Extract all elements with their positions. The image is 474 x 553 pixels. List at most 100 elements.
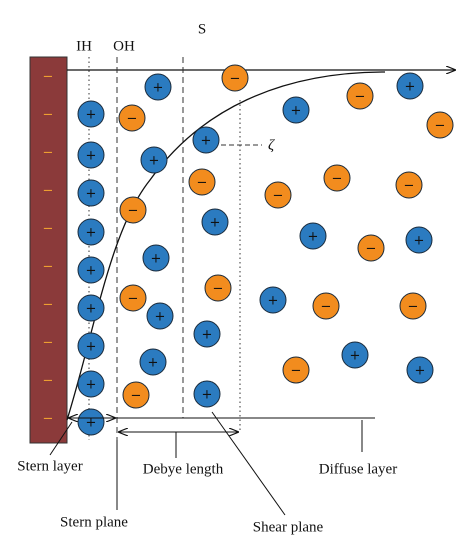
electrode-charge: − <box>43 374 54 389</box>
anion <box>426 111 454 139</box>
cation-sign: + <box>210 216 221 231</box>
s-label: S <box>198 21 206 37</box>
anion <box>312 292 340 320</box>
cation-sign: + <box>86 149 97 164</box>
anion-sign: − <box>127 112 138 127</box>
anion-sign: − <box>213 282 224 297</box>
cation-sign: + <box>415 364 426 379</box>
cation-sign: + <box>202 328 213 343</box>
ions: + + + + + + + + + + + + + + + + + + + + + + + + + − − − − − − − − − − − − − − −… <box>77 64 454 436</box>
cation-sign: + <box>153 81 164 96</box>
cation-sign: + <box>148 356 159 371</box>
cation <box>140 146 168 174</box>
cation-sign: + <box>268 294 279 309</box>
anion <box>118 104 146 132</box>
anion <box>282 356 310 384</box>
cation <box>282 96 310 124</box>
anion-sign: − <box>332 172 343 187</box>
shear-plane-label: Shear plane <box>253 519 324 535</box>
cation-sign: + <box>86 187 97 202</box>
cation <box>77 256 105 284</box>
cation-sign: + <box>202 388 213 403</box>
anion-sign: − <box>273 189 284 204</box>
potential-curve <box>66 71 386 421</box>
anion <box>204 274 232 302</box>
anion <box>188 168 216 196</box>
cation-sign: + <box>86 264 97 279</box>
anion <box>122 381 150 409</box>
stern-layer-label: Stern layer <box>17 458 82 474</box>
anion-sign: − <box>321 300 332 315</box>
diffuse-layer-label: Diffuse layer <box>319 461 397 477</box>
electrode-charge: − <box>43 222 54 237</box>
cation-sign: + <box>86 378 97 393</box>
anion-sign: − <box>408 300 419 315</box>
anion <box>264 181 292 209</box>
electrode-charge: − <box>43 146 54 161</box>
cation <box>77 218 105 246</box>
anion <box>357 234 385 262</box>
cation <box>193 380 221 408</box>
electrode <box>29 56 68 444</box>
shear-plane-pointer <box>211 411 286 516</box>
anion <box>119 196 147 224</box>
cation <box>139 348 167 376</box>
electrode-charge: − <box>43 298 54 313</box>
anion-sign: − <box>435 119 446 134</box>
cation-sign: + <box>149 154 160 169</box>
anion <box>395 171 423 199</box>
cation <box>77 141 105 169</box>
cation-sign: + <box>155 310 166 325</box>
anion <box>346 82 374 110</box>
oh-label: OH <box>113 38 135 54</box>
electrode-charge: − <box>43 108 54 123</box>
cation-sign: + <box>405 80 416 95</box>
stern-layer-pointer <box>49 421 73 456</box>
cation-sign: + <box>86 302 97 317</box>
cation-sign: + <box>86 340 97 355</box>
zeta-label: ζ <box>268 137 275 153</box>
anion-sign: − <box>230 72 241 87</box>
cation-sign: + <box>291 104 302 119</box>
electrode-charge: − <box>43 70 54 85</box>
cation <box>201 208 229 236</box>
anion-sign: − <box>291 364 302 379</box>
anion <box>119 284 147 312</box>
debye-length-label: Debye length <box>143 461 224 477</box>
anion <box>221 64 249 92</box>
cation <box>144 73 172 101</box>
cation <box>192 126 220 154</box>
electrode-charge: − <box>43 336 54 351</box>
cation-sign: + <box>86 108 97 123</box>
anion <box>323 164 351 192</box>
cation <box>77 332 105 360</box>
cation <box>396 72 424 100</box>
anion-sign: − <box>128 204 139 219</box>
cation-sign: + <box>414 234 425 249</box>
cation-sign: + <box>350 349 361 364</box>
anion-sign: − <box>355 90 366 105</box>
cation <box>77 294 105 322</box>
cation <box>193 320 221 348</box>
cation <box>406 356 434 384</box>
cation <box>299 222 327 250</box>
stern-plane-label: Stern plane <box>60 514 128 530</box>
cation-sign: + <box>308 230 319 245</box>
cation <box>259 286 287 314</box>
anion-sign: − <box>366 242 377 257</box>
anion <box>399 292 427 320</box>
electrode-charge: − <box>43 184 54 199</box>
anion-sign: − <box>404 179 415 194</box>
electrode-charge: − <box>43 260 54 275</box>
cation <box>77 370 105 398</box>
ih-label: IH <box>76 38 92 54</box>
electrode-charge: − <box>43 412 54 427</box>
cation <box>142 244 170 272</box>
cation <box>341 341 369 369</box>
cation <box>146 302 174 330</box>
cation-sign: + <box>151 252 162 267</box>
cation-sign: + <box>86 416 97 431</box>
cation <box>77 179 105 207</box>
anion-sign: − <box>197 176 208 191</box>
